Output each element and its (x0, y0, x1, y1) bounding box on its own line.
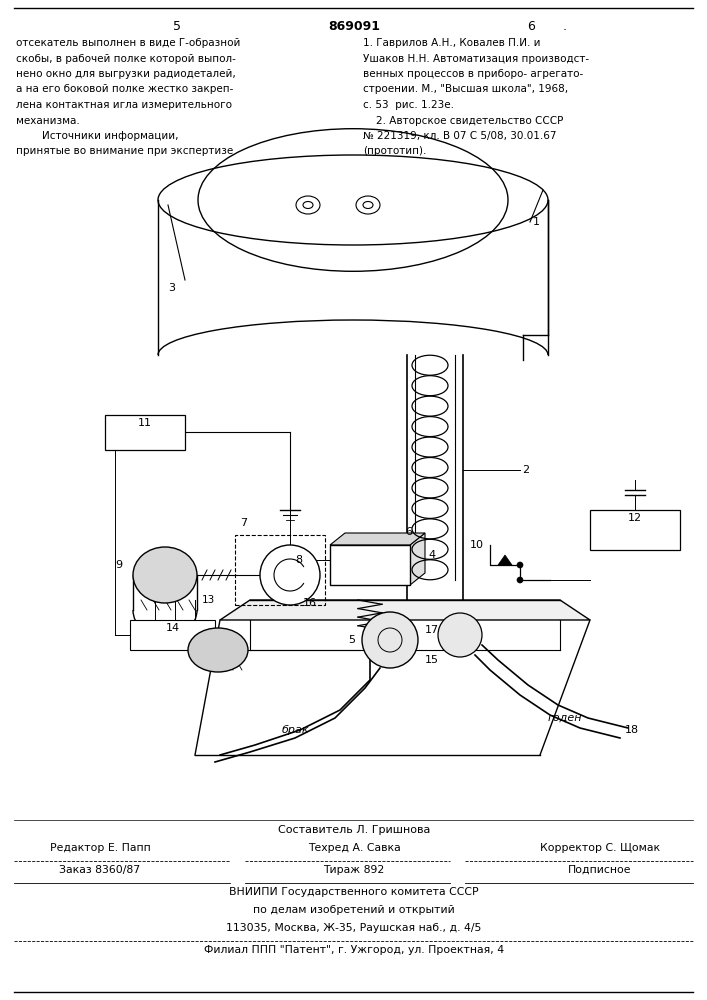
Text: Филиал ППП "Патент", г. Ужгород, ул. Проектная, 4: Филиал ППП "Патент", г. Ужгород, ул. Про… (204, 945, 504, 955)
Ellipse shape (260, 545, 320, 605)
Polygon shape (330, 533, 425, 545)
Text: принятые во внимание при экспертизе: принятые во внимание при экспертизе (16, 146, 233, 156)
Text: брак: брак (281, 725, 309, 735)
Bar (235, 535, 325, 605)
Text: ВНИИПИ Государственного комитета СССР: ВНИИПИ Государственного комитета СССР (229, 887, 479, 897)
Text: нено окно для выгрузки радиодеталей,: нено окно для выгрузки радиодеталей, (16, 69, 235, 79)
Text: 3: 3 (168, 283, 175, 293)
Text: 2: 2 (522, 465, 529, 475)
Polygon shape (498, 555, 512, 565)
Text: лена контактная игла измерительного: лена контактная игла измерительного (16, 100, 232, 110)
Text: с. 53  рис. 1.23е.: с. 53 рис. 1.23е. (363, 100, 454, 110)
Bar (130, 620, 215, 650)
Text: 6: 6 (405, 527, 412, 537)
Text: а на его боковой полке жестко закреп-: а на его боковой полке жестко закреп- (16, 85, 233, 95)
Text: по делам изобретений и открытий: по делам изобретений и открытий (253, 905, 455, 915)
Text: отсекатель выполнен в виде Г-образной: отсекатель выполнен в виде Г-образной (16, 38, 240, 48)
Text: 9: 9 (115, 560, 122, 570)
Text: Ушаков Н.Н. Автоматизация производст-: Ушаков Н.Н. Автоматизация производст- (363, 53, 589, 64)
Text: 16: 16 (303, 598, 317, 608)
Text: 2. Авторское свидетельство СССР: 2. Авторское свидетельство СССР (363, 115, 563, 125)
Ellipse shape (188, 628, 248, 672)
Text: годен: годен (548, 713, 583, 723)
Text: 1. Гаврилов А.Н., Ковалев П.И. и: 1. Гаврилов А.Н., Ковалев П.И. и (363, 38, 540, 48)
Text: .: . (563, 20, 567, 33)
Text: Редактор Е. Папп: Редактор Е. Папп (49, 843, 151, 853)
Text: механизма.: механизма. (16, 115, 80, 125)
Text: Составитель Л. Гришнова: Составитель Л. Гришнова (278, 825, 430, 835)
Bar (105, 415, 185, 450)
Ellipse shape (517, 562, 523, 568)
Bar (590, 510, 680, 550)
Ellipse shape (133, 547, 197, 603)
Bar (330, 545, 410, 585)
Text: 113035, Москва, Ж-35, Раушская наб., д. 4/5: 113035, Москва, Ж-35, Раушская наб., д. … (226, 923, 481, 933)
Text: 4: 4 (428, 550, 435, 560)
Text: скобы, в рабочей полке которой выпол-: скобы, в рабочей полке которой выпол- (16, 53, 236, 64)
Text: Техред А. Савка: Техред А. Савка (308, 843, 400, 853)
Text: 869091: 869091 (328, 20, 380, 33)
Text: 14: 14 (166, 623, 180, 633)
Text: 17: 17 (425, 625, 439, 635)
Ellipse shape (438, 613, 482, 657)
Text: 15: 15 (425, 655, 439, 665)
Text: 6: 6 (527, 20, 535, 33)
Text: 1: 1 (533, 217, 540, 227)
Text: 10: 10 (470, 540, 484, 550)
Text: Корректор С. Щомак: Корректор С. Щомак (540, 843, 660, 853)
Text: 5: 5 (173, 20, 181, 33)
Text: венных процессов в приборо- агрегато-: венных процессов в приборо- агрегато- (363, 69, 583, 79)
Ellipse shape (362, 612, 418, 668)
Text: 7: 7 (240, 518, 247, 528)
Polygon shape (410, 533, 425, 585)
Text: 11: 11 (138, 418, 152, 428)
Text: 12: 12 (628, 513, 642, 523)
Text: 5: 5 (349, 635, 356, 645)
Polygon shape (220, 600, 590, 620)
Text: 8: 8 (295, 555, 302, 565)
Text: Заказ 8360/87: Заказ 8360/87 (59, 865, 141, 875)
Text: Источники информации,: Источники информации, (16, 131, 178, 141)
Text: 18: 18 (625, 725, 639, 735)
Ellipse shape (517, 577, 523, 583)
Text: строении. М., "Высшая школа", 1968,: строении. М., "Высшая школа", 1968, (363, 85, 568, 95)
Text: № 221319, кл. В 07 С 5/08, 30.01.67: № 221319, кл. В 07 С 5/08, 30.01.67 (363, 131, 556, 141)
Text: Тираж 892: Тираж 892 (323, 865, 385, 875)
Text: 13: 13 (202, 595, 215, 605)
Text: Подписное: Подписное (568, 865, 632, 875)
Text: (прототип).: (прототип). (363, 146, 426, 156)
